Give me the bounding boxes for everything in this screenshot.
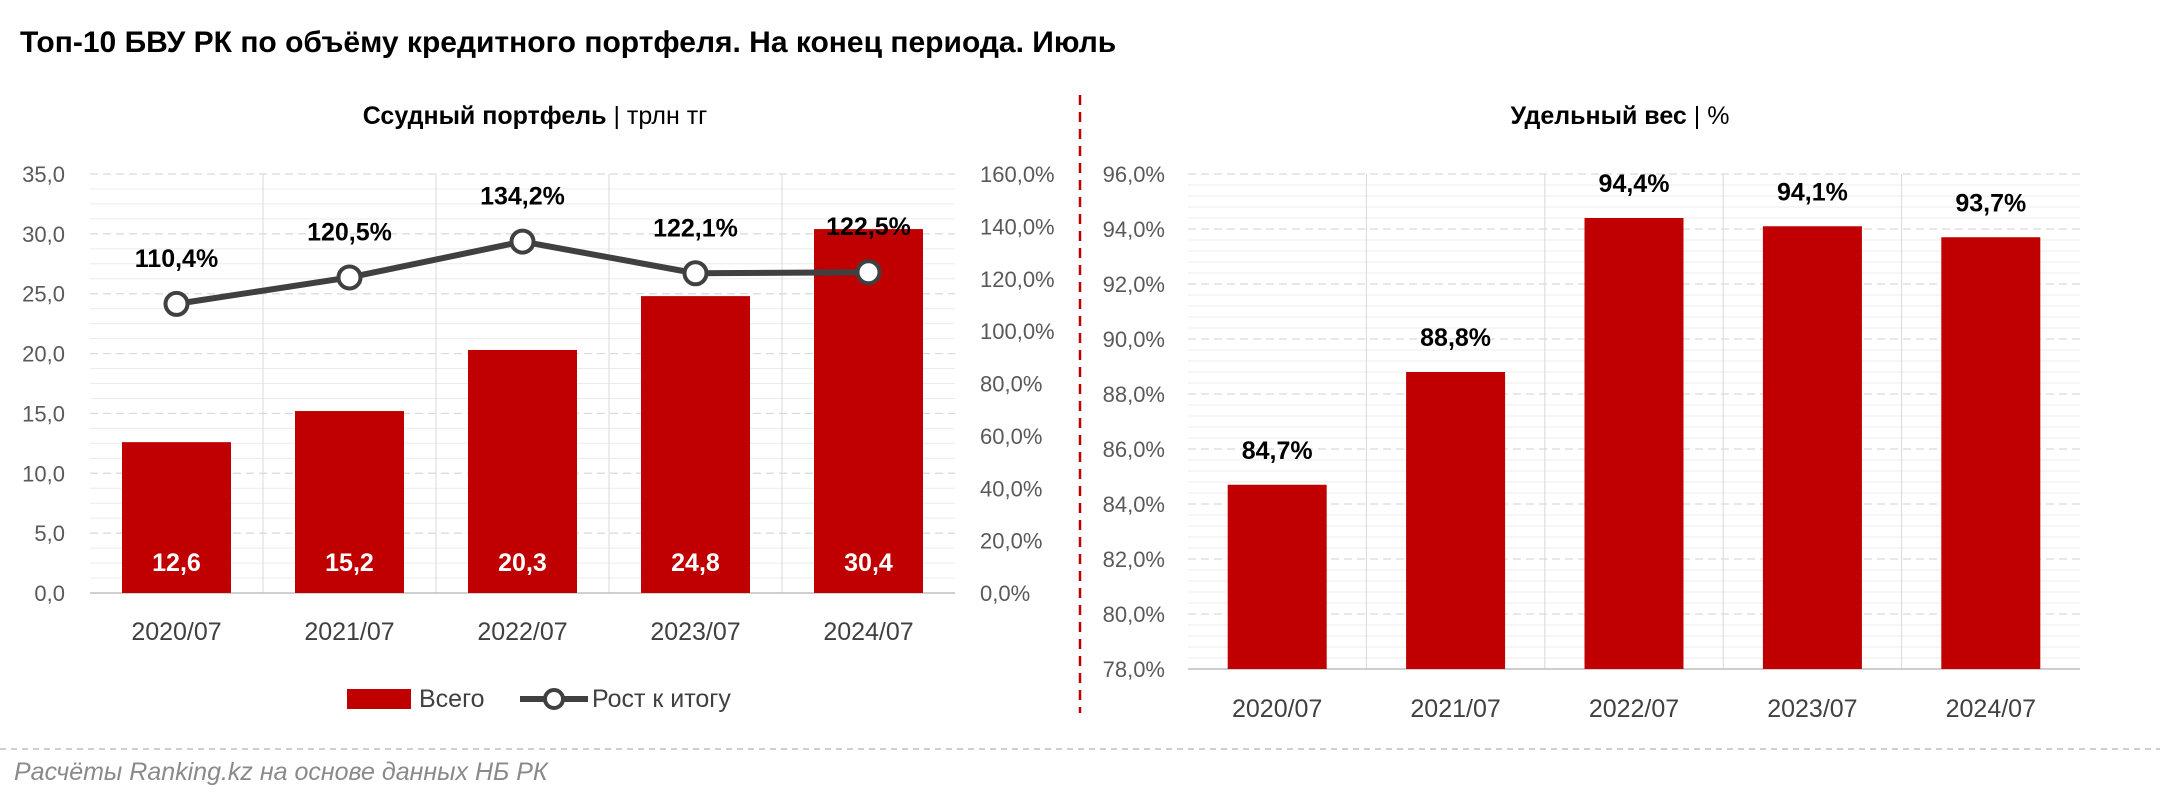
chart1-x-tick-label: 2021/07: [304, 618, 394, 646]
chart1-x-tick-label: 2023/07: [650, 618, 740, 646]
chart1-y-tick-label: 0,0: [34, 581, 65, 606]
chart2-y-tick-label: 90,0%: [1103, 327, 1165, 352]
charts-canvas: Ссудный портфель | трлн тг 0,0 5,0 10,0 15,0…: [0, 95, 2160, 750]
chart2-bar-label: 94,1%: [1777, 178, 1848, 206]
chart2-y-tick-label: 96,0%: [1103, 162, 1165, 187]
chart2-y-tick-label: 94,0%: [1103, 217, 1165, 242]
chart2-bar: [1584, 218, 1684, 669]
chart1-title: Ссудный портфель | трлн тг: [363, 102, 708, 130]
chart1-growth-label: 120,5%: [307, 218, 392, 246]
chart2-y-tick-label: 88,0%: [1103, 382, 1165, 407]
chart1-y2-tick-label: 40,0%: [980, 476, 1042, 501]
legend-label-line: Рост к итогу: [592, 685, 731, 713]
chart1-y-tick-label: 15,0: [22, 401, 65, 426]
chart1-y2-tick-label: 20,0%: [980, 529, 1042, 554]
chart1-y2-tick-label: 100,0%: [980, 319, 1055, 344]
chart1-bar-label: 12,6: [152, 549, 201, 577]
chart1-bar-label: 15,2: [325, 549, 374, 577]
chart1-bar-label: 20,3: [498, 549, 547, 577]
source-note: Расчёты Ranking.kz на основе данных НБ Р…: [14, 758, 548, 786]
legend-swatch-bar: [347, 689, 411, 709]
chart1-y-tick-label: 35,0: [22, 162, 65, 187]
chart1-growth-point: [163, 290, 190, 317]
chart2-x-tick-label: 2024/07: [1946, 695, 2036, 723]
chart1-y-tick-label: 25,0: [22, 282, 65, 307]
chart1-y-tick-label: 30,0: [22, 222, 65, 247]
chart1-x-tick-label: 2022/07: [477, 618, 567, 646]
legend-label-bar: Всего: [419, 685, 485, 713]
chart1-bar-label: 30,4: [844, 549, 893, 577]
chart1-bar: [468, 349, 577, 593]
chart2-y-tick-label: 92,0%: [1103, 272, 1165, 297]
chart1-growth-point: [336, 264, 363, 291]
chart2-bar: [1406, 372, 1506, 669]
legend-swatch-marker: [543, 688, 565, 710]
chart1-y-tick-label: 5,0: [34, 521, 65, 546]
chart1-y2-tick-label: 140,0%: [980, 214, 1055, 239]
chart2-title: Удельный вес | %: [1511, 102, 1730, 130]
chart2-bar: [1227, 484, 1327, 669]
chart1-x-tick-label: 2020/07: [131, 618, 221, 646]
chart1-growth-point: [682, 260, 709, 287]
chart2-bar: [1762, 226, 1862, 669]
chart2-y-tick-label: 80,0%: [1103, 602, 1165, 627]
chart1-y2-tick-label: 160,0%: [980, 162, 1055, 187]
chart1-growth-point: [855, 259, 882, 286]
chart1-x-tick-label: 2024/07: [823, 618, 913, 646]
chart1-y2-tick-label: 120,0%: [980, 267, 1055, 292]
chart1-bar: [122, 442, 231, 593]
page-title: Топ-10 БВУ РК по объёму кредитного портф…: [20, 26, 1117, 59]
chart1-y-tick-label: 10,0: [22, 461, 65, 486]
chart2-y-tick-label: 82,0%: [1103, 547, 1165, 572]
chart2-x-tick-label: 2023/07: [1767, 695, 1857, 723]
chart1-bar: [814, 229, 923, 593]
chart1-growth-label: 122,5%: [826, 213, 911, 241]
chart2-x-tick-label: 2020/07: [1232, 695, 1322, 723]
chart2-x-tick-label: 2022/07: [1589, 695, 1679, 723]
chart2-y-tick-label: 78,0%: [1103, 657, 1165, 682]
chart1-bar: [295, 411, 404, 593]
chart1-growth-label: 134,2%: [480, 183, 565, 211]
chart1-growth-label: 122,1%: [653, 214, 738, 242]
chart2-x-tick-label: 2021/07: [1410, 695, 1500, 723]
chart1-y2-tick-label: 60,0%: [980, 424, 1042, 449]
chart2-title-unit: | %: [1687, 102, 1730, 130]
chart2-bar: [1941, 237, 2041, 669]
chart1-y2-tick-label: 80,0%: [980, 372, 1042, 397]
chart2-bar-label: 94,4%: [1599, 170, 1670, 198]
chart1-bar-label: 24,8: [671, 549, 720, 577]
chart2-bar-label: 88,8%: [1420, 324, 1491, 352]
chart2-title-main: Удельный вес: [1511, 102, 1687, 130]
chart1-title-main: Ссудный портфель: [363, 102, 607, 130]
chart1-y2-tick-label: 0,0%: [980, 581, 1030, 606]
chart2-y-tick-label: 86,0%: [1103, 437, 1165, 462]
chart1-growth-point: [509, 228, 536, 255]
chart2-bar-label: 84,7%: [1242, 437, 1313, 465]
chart1-y-tick-label: 20,0: [22, 342, 65, 367]
chart2-bar-label: 93,7%: [1955, 189, 2026, 217]
chart1-growth-label: 110,4%: [135, 245, 218, 273]
chart1-bar: [641, 296, 750, 593]
chart1-title-unit: | трлн тг: [607, 102, 708, 130]
chart2-y-tick-label: 84,0%: [1103, 492, 1165, 517]
